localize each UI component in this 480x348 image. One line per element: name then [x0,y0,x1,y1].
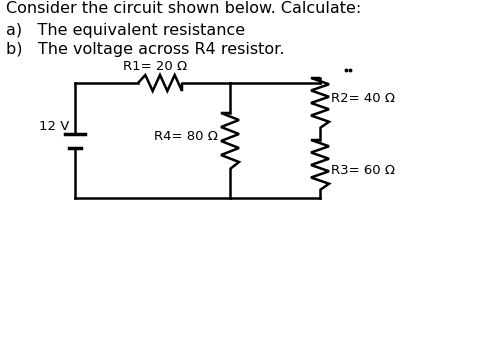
Text: b)   The voltage across R4 resistor.: b) The voltage across R4 resistor. [6,42,285,57]
Text: R2= 40 Ω: R2= 40 Ω [331,92,395,104]
Text: R4= 80 Ω: R4= 80 Ω [154,129,218,142]
Text: R1= 20 Ω: R1= 20 Ω [123,60,187,73]
Text: 12 V: 12 V [38,119,69,133]
Text: a)   The equivalent resistance: a) The equivalent resistance [6,23,245,38]
Text: R3= 60 Ω: R3= 60 Ω [331,164,395,176]
Text: Consider the circuit shown below. Calculate:: Consider the circuit shown below. Calcul… [6,1,361,16]
